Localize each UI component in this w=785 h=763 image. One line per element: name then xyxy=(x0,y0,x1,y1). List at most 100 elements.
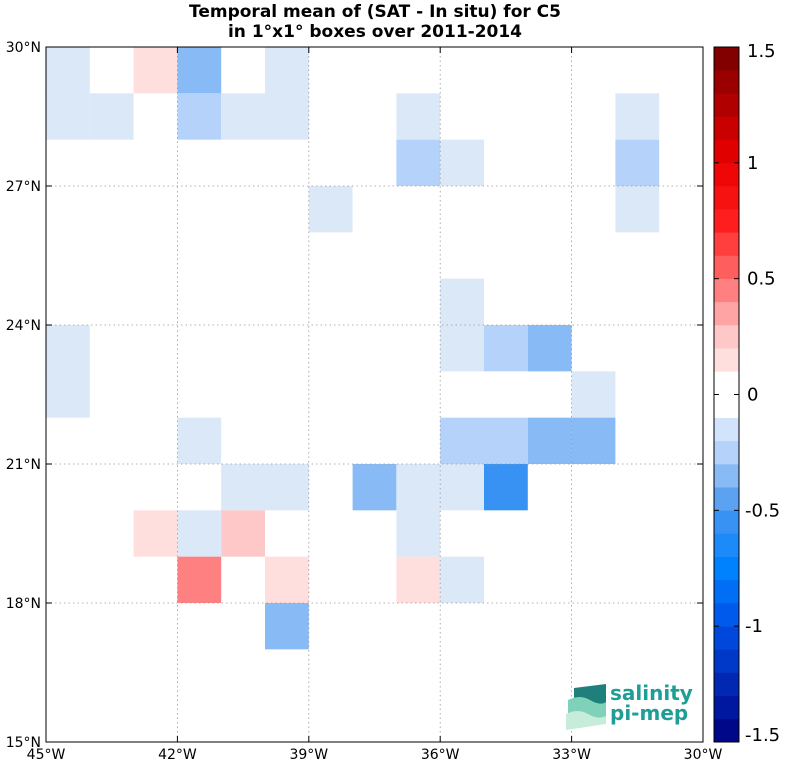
colorbar-tick-label: 1.5 xyxy=(747,41,776,62)
heatmap-cell xyxy=(440,464,484,511)
colorbar-segment xyxy=(714,209,739,233)
heatmap-cell xyxy=(571,417,616,464)
heatmap-cell xyxy=(265,93,309,140)
heatmap-cell xyxy=(571,371,616,418)
heatmap-cell xyxy=(308,186,353,233)
colorbar-segment xyxy=(714,70,739,94)
colorbar-segment xyxy=(714,93,739,117)
colorbar-segment xyxy=(714,718,739,743)
heatmap-cell xyxy=(133,47,178,94)
cells-layer xyxy=(46,47,660,650)
heatmap-cell xyxy=(440,325,484,372)
colorbar-segment xyxy=(714,232,739,256)
colorbar-segment xyxy=(714,626,739,650)
heatmap-cell xyxy=(46,93,90,140)
colorbar-segment xyxy=(714,579,739,604)
heatmap-cell xyxy=(484,325,528,372)
heatmap-cell xyxy=(396,556,441,603)
colorbar-segment xyxy=(714,139,739,164)
heatmap-cell xyxy=(484,417,528,464)
heatmap-cell xyxy=(527,417,572,464)
colorbar-segment xyxy=(714,394,739,418)
heatmap-cell xyxy=(440,139,484,186)
y-tick-label: 21°N xyxy=(6,457,41,473)
heatmap-cell xyxy=(177,417,222,464)
heatmap-cell xyxy=(396,510,441,557)
colorbar-segment xyxy=(714,348,739,372)
colorbar: 1.5 1 0.5 0 -0.5 -1 -1.5 xyxy=(713,41,780,746)
heatmap-cell xyxy=(396,139,441,186)
heatmap-cell xyxy=(265,556,309,603)
heatmap-cell xyxy=(221,464,265,511)
colorbar-segment xyxy=(714,533,739,557)
colorbar-segment xyxy=(714,649,739,673)
colorbar-tick-label: 1 xyxy=(747,153,758,174)
colorbar-segment xyxy=(714,186,739,210)
colorbar-segment xyxy=(714,464,739,488)
colorbar-segment xyxy=(714,278,739,303)
plot-frame xyxy=(45,46,704,743)
x-tick-label: 45°W xyxy=(27,747,66,763)
heatmap-cell xyxy=(615,186,660,233)
heatmap-cell xyxy=(221,510,265,557)
chart-title-line2: in 1°x1° boxes over 2011-2014 xyxy=(227,22,523,42)
colorbar-tick-label: -1 xyxy=(745,616,763,637)
colorbar-segment xyxy=(714,47,739,71)
colorbar-segment xyxy=(714,510,739,534)
heatmap-cell xyxy=(177,47,222,94)
heatmap-cell xyxy=(265,464,309,511)
logo-text-pi-mep: pi-mep xyxy=(610,701,689,725)
heatmap-cell xyxy=(484,464,528,511)
heatmap-cell xyxy=(46,325,90,372)
heatmap-cell xyxy=(221,93,265,140)
y-tick-label: 15°N xyxy=(6,735,41,751)
colorbar-segment xyxy=(714,603,739,627)
heatmap-cell xyxy=(440,556,484,603)
y-tick-label: 18°N xyxy=(6,596,41,612)
colorbar-segment xyxy=(714,672,739,696)
colorbar-tick-label: 0.5 xyxy=(747,269,776,290)
heatmap-cell xyxy=(615,139,660,186)
colorbar-segment xyxy=(714,255,739,279)
x-tick-label: 30°W xyxy=(684,747,723,763)
heatmap-cell xyxy=(615,93,660,140)
x-tick-label: 42°W xyxy=(158,747,197,763)
colorbar-segment xyxy=(714,116,739,140)
colorbar-tick-label: -0.5 xyxy=(745,500,780,521)
heatmap-cell xyxy=(177,93,222,140)
logo-text-salinity: salinity xyxy=(610,681,693,705)
heatmap-cell xyxy=(440,417,484,464)
heatmap-cell xyxy=(527,325,572,372)
colorbar-tick-label: 0 xyxy=(747,385,758,406)
y-tick-label: 27°N xyxy=(6,179,41,195)
heatmap-cell xyxy=(89,93,134,140)
heatmap-cell xyxy=(352,464,397,511)
colorbar-segment xyxy=(714,417,739,442)
heatmap-cell xyxy=(177,510,222,557)
y-tick-label: 24°N xyxy=(6,318,41,334)
heatmap-cell xyxy=(46,371,90,418)
colorbar-segment xyxy=(714,162,739,187)
x-axis: 45°W 42°W 39°W 36°W 33°W 30°W xyxy=(27,47,723,763)
chart-title-line1: Temporal mean of (SAT - In situ) for C5 xyxy=(189,2,561,22)
colorbar-segment xyxy=(714,556,739,581)
heatmap-cell xyxy=(177,556,222,603)
heatmap-cell xyxy=(133,510,178,557)
salinity-pi-mep-logo xyxy=(566,684,606,730)
y-tick-label: 30°N xyxy=(6,40,41,56)
colorbar-segment xyxy=(714,440,739,465)
x-tick-label: 36°W xyxy=(421,747,460,763)
heatmap-cell xyxy=(396,93,441,140)
colorbar-tick-label: -1.5 xyxy=(745,725,780,746)
y-axis: 30°N 27°N 24°N 21°N 18°N 15°N xyxy=(6,40,703,751)
colorbar-segment xyxy=(714,371,739,395)
colorbar-segment xyxy=(714,325,739,349)
heatmap-cell xyxy=(265,47,309,94)
colorbar-segment xyxy=(714,695,739,720)
heatmap-cell xyxy=(265,603,309,650)
grid-layer xyxy=(46,47,703,742)
heatmap-cell xyxy=(440,278,484,325)
colorbar-segment xyxy=(714,487,739,511)
colorbar-segment xyxy=(714,301,739,326)
